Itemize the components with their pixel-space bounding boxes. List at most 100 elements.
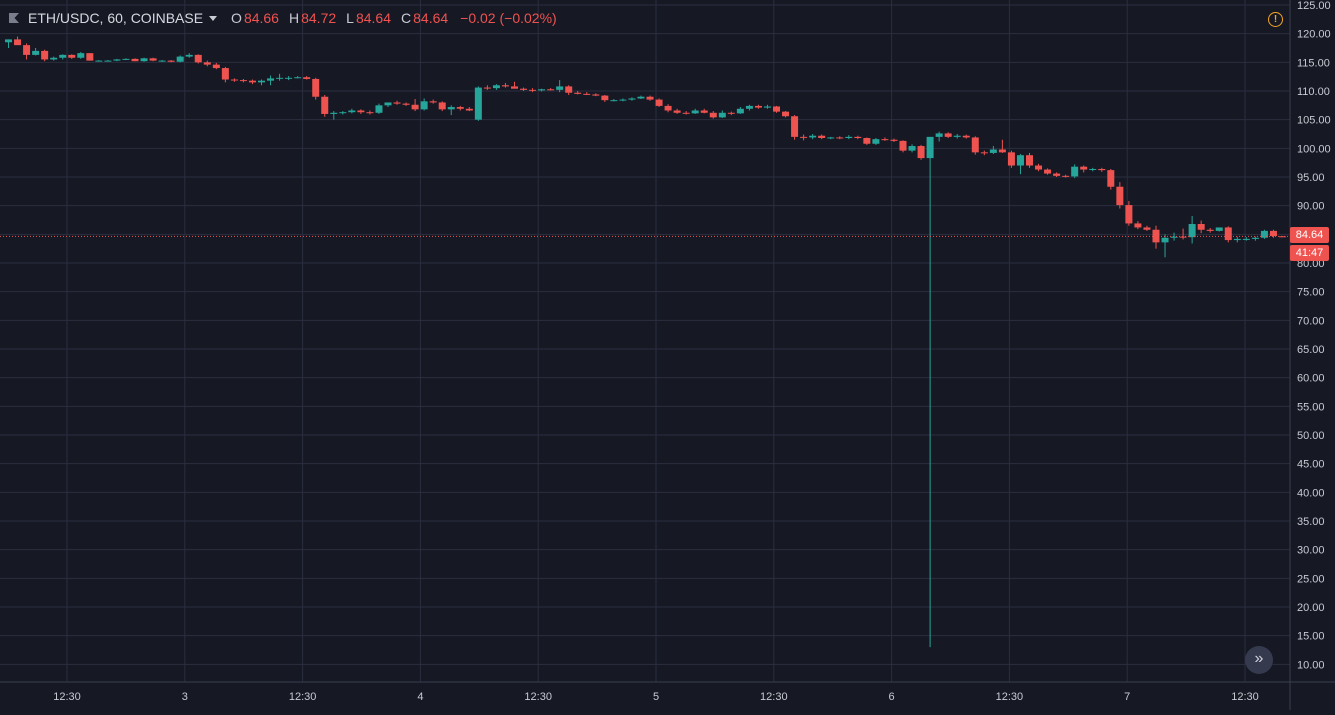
candle-body xyxy=(520,88,528,90)
candle-body xyxy=(809,135,817,138)
candle-body xyxy=(1053,173,1061,176)
candle-body xyxy=(185,54,193,57)
candle xyxy=(411,99,419,112)
double-chevron-right-icon: » xyxy=(1254,650,1264,667)
y-tick-label: 65.00 xyxy=(1297,344,1325,356)
candle-body xyxy=(95,60,103,62)
candle xyxy=(1007,150,1015,168)
candle-body xyxy=(86,53,94,61)
candle xyxy=(1044,168,1052,175)
candle xyxy=(474,86,482,121)
candle-body xyxy=(836,137,844,139)
candle-body xyxy=(420,101,428,110)
symbol-title[interactable]: ETH/USDC, 60, COINBASE xyxy=(28,10,204,26)
candle xyxy=(971,136,979,155)
candle xyxy=(1260,229,1268,239)
candle-body xyxy=(1044,169,1052,174)
x-tick-label: 4 xyxy=(417,691,423,703)
candle xyxy=(646,95,654,101)
candle xyxy=(447,105,455,116)
candle-body xyxy=(1107,170,1115,187)
candle xyxy=(547,88,555,91)
candle xyxy=(131,58,139,62)
candle xyxy=(998,139,1006,153)
candle xyxy=(321,95,329,117)
candle xyxy=(239,78,247,83)
candle-body xyxy=(32,50,40,55)
candle xyxy=(592,93,600,97)
y-tick-label: 75.00 xyxy=(1297,287,1325,299)
y-tick-label: 125.00 xyxy=(1297,0,1331,12)
y-tick-label: 40.00 xyxy=(1297,487,1325,499)
chevron-down-icon[interactable] xyxy=(209,15,218,21)
candle xyxy=(140,57,148,62)
candle xyxy=(510,81,518,89)
candle-body xyxy=(1116,186,1124,206)
candle-body xyxy=(899,140,907,151)
candle-body xyxy=(854,136,862,139)
y-tick-label: 50.00 xyxy=(1297,430,1325,442)
candle-body xyxy=(547,89,555,91)
candle xyxy=(736,107,744,114)
candle xyxy=(113,58,121,62)
candle xyxy=(664,104,672,113)
candle xyxy=(248,79,256,85)
candle-body xyxy=(41,50,49,60)
candle-body xyxy=(556,86,564,90)
y-tick-label: 10.00 xyxy=(1297,659,1325,671)
candle-body xyxy=(646,96,654,100)
candle xyxy=(836,136,844,140)
candle xyxy=(709,111,717,119)
y-tick-label: 25.00 xyxy=(1297,573,1325,585)
y-tick-label: 45.00 xyxy=(1297,459,1325,471)
candle-body xyxy=(203,62,211,65)
scroll-to-realtime-button[interactable]: » xyxy=(1245,646,1273,674)
open-label: O xyxy=(231,10,242,26)
candle xyxy=(682,111,690,115)
y-tick-label: 100.00 xyxy=(1297,143,1331,155)
candle xyxy=(276,73,284,81)
candle xyxy=(402,102,410,106)
candle xyxy=(149,57,157,62)
candle-body xyxy=(718,112,726,118)
candle xyxy=(1251,236,1259,241)
candle-body xyxy=(1016,155,1024,166)
candle xyxy=(1125,201,1133,226)
candle xyxy=(420,98,428,111)
candle-body xyxy=(664,105,672,111)
candle xyxy=(718,110,726,118)
candle xyxy=(691,108,699,114)
time-axis[interactable]: 12:30 3 12:30 4 12:30 5 12:30 6 12:30 7 12:30 xyxy=(53,691,1259,703)
candle-body xyxy=(230,79,238,81)
plot-area[interactable] xyxy=(0,0,1290,682)
candle xyxy=(258,79,266,86)
candle xyxy=(845,135,853,140)
candle xyxy=(14,36,22,46)
candle xyxy=(1224,226,1232,243)
candle xyxy=(1143,225,1151,231)
candle-body xyxy=(501,85,509,87)
candle-body xyxy=(529,89,537,91)
x-tick-label: 7 xyxy=(1124,691,1130,703)
x-tick-label: 6 xyxy=(889,691,895,703)
price-axis[interactable]: 125.00 120.00 115.00 110.00 105.00 100.00 95.0… xyxy=(1297,0,1331,671)
candle-body xyxy=(474,87,482,120)
warning-icon[interactable]: ! xyxy=(1268,12,1283,27)
candle-body xyxy=(863,138,871,144)
candle-body xyxy=(1007,152,1015,166)
candle-body xyxy=(212,64,220,69)
candle-body xyxy=(1188,224,1196,238)
candle xyxy=(800,134,808,141)
candle-body xyxy=(1242,238,1250,240)
candle xyxy=(980,150,988,156)
candle-body xyxy=(5,39,13,43)
y-tick-label: 30.00 xyxy=(1297,545,1325,557)
candle-body xyxy=(1025,155,1033,166)
candle xyxy=(185,53,193,58)
symbol-icon xyxy=(8,11,22,25)
candle-body xyxy=(330,112,338,114)
candle xyxy=(194,54,202,64)
candle xyxy=(1053,172,1061,177)
y-tick-label: 35.00 xyxy=(1297,516,1325,528)
